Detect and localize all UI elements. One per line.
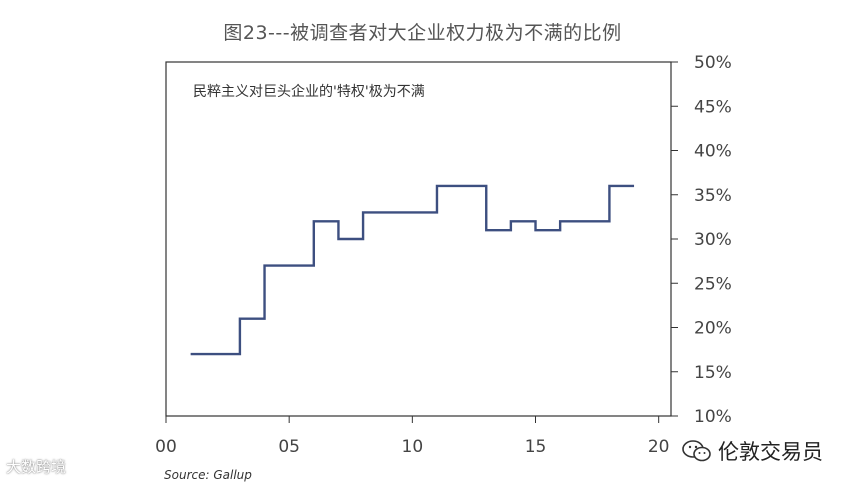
watermark-left-text: 大数跨境 xyxy=(6,458,67,476)
y-tick-label: 25% xyxy=(694,274,732,294)
y-tick-label: 15% xyxy=(694,363,732,383)
chart-title: 图23---被调查者对大企业权力极为不满的比例 xyxy=(223,22,622,44)
watermark-right: 伦敦交易员 xyxy=(682,436,823,466)
y-tick-label: 30% xyxy=(694,230,732,250)
y-tick-label: 10% xyxy=(694,407,732,427)
x-tick-label: 05 xyxy=(278,437,300,457)
chart-annotation: 民粹主义对巨头企业的'特权'极为不满 xyxy=(193,83,425,100)
series-line xyxy=(190,184,635,356)
y-tick-label: 35% xyxy=(694,186,732,206)
y-tick-label: 45% xyxy=(694,97,732,117)
y-tick-label: 40% xyxy=(694,142,732,162)
watermark-left: 大数跨境 xyxy=(6,456,66,477)
x-axis-ticks: 00 05 10 15 20 xyxy=(155,416,670,457)
source-label: Source: Gallup xyxy=(164,468,252,482)
wechat-icon xyxy=(682,440,711,462)
y-tick-label: 50% xyxy=(694,53,732,73)
x-tick-label: 20 xyxy=(648,437,670,457)
y-axis-ticks: 10% 15% 20% 25% 30% 35% 40% 45% 50% xyxy=(671,53,732,427)
x-tick-label: 00 xyxy=(155,437,177,457)
y-tick-label: 20% xyxy=(694,319,732,339)
x-tick-label: 10 xyxy=(402,437,424,457)
plot-frame xyxy=(165,61,672,417)
x-tick-label: 15 xyxy=(525,437,547,457)
watermark-right-text: 伦敦交易员 xyxy=(718,440,823,464)
